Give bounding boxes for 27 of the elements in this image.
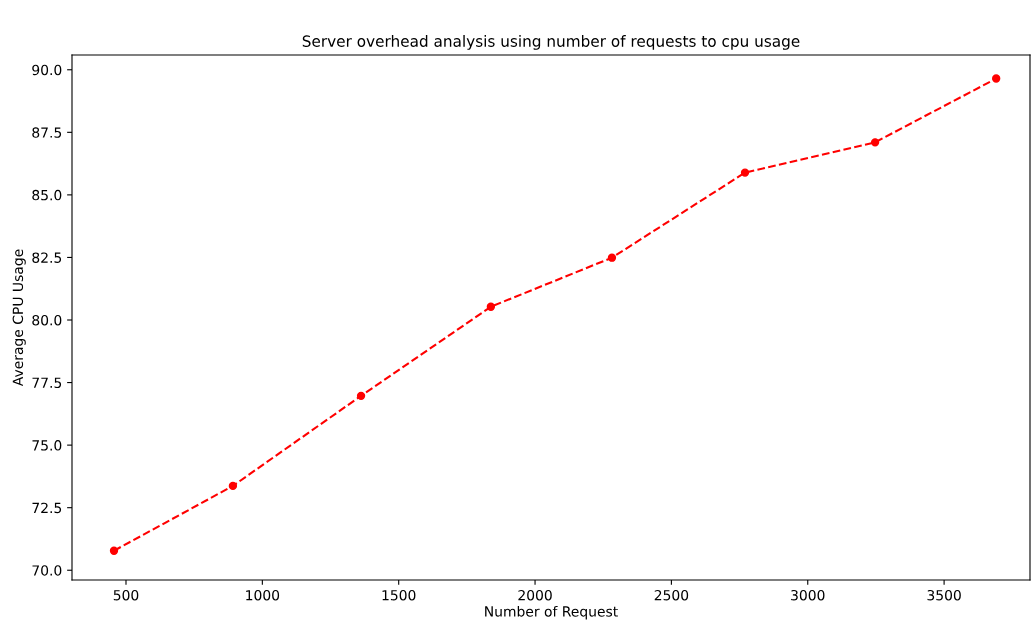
x-tick-label: 1500 xyxy=(382,589,416,601)
point xyxy=(607,253,617,262)
chart-title: Server overhead analysis using number of requests to cpu usage xyxy=(302,35,800,50)
point xyxy=(228,481,238,491)
point xyxy=(740,168,750,177)
x-tick-label: 2000 xyxy=(518,589,552,601)
y-tick-label: 80.0 xyxy=(32,314,62,326)
y-tick-label: 70.0 xyxy=(32,565,62,576)
point xyxy=(870,138,880,147)
x-tick-label: 3500 xyxy=(927,589,961,601)
y-tick-label: 82.5 xyxy=(32,252,62,263)
y-tick-label: 87.5 xyxy=(32,127,62,138)
y-tick-label: 90.0 xyxy=(32,64,62,76)
point xyxy=(356,391,366,400)
x-tick-label: 3000 xyxy=(791,589,825,601)
point xyxy=(992,74,1001,83)
point xyxy=(486,302,496,311)
y-tick-label: 77.5 xyxy=(32,377,62,389)
point xyxy=(109,546,119,555)
x-tick-label: 1000 xyxy=(246,589,280,601)
x-tick-label: 500 xyxy=(113,589,139,601)
x-tick-label: 2500 xyxy=(654,589,689,601)
y-tick-label: 85.0 xyxy=(32,189,62,201)
y-tick-label: 72.5 xyxy=(32,502,62,514)
y-tick-label: 75.0 xyxy=(32,440,62,451)
x-axis-title: Number of Request xyxy=(485,605,618,620)
y-axis-title: Average CPU Usage xyxy=(12,249,26,387)
